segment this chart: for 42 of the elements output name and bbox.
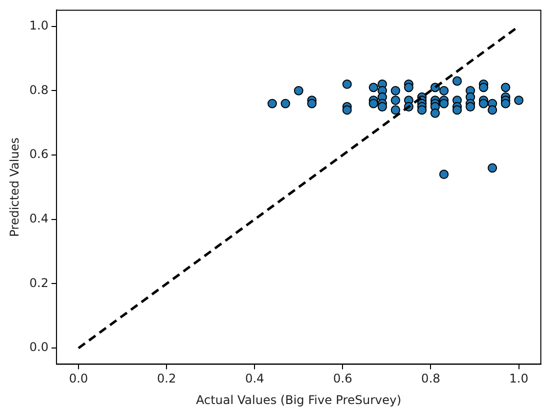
point [488, 105, 498, 115]
point [478, 82, 488, 92]
point [439, 170, 449, 180]
y-tick-label: 0.8 [29, 82, 48, 97]
y-tick-label: 1.0 [29, 18, 48, 32]
point [390, 96, 400, 106]
point [368, 98, 378, 108]
point [417, 105, 427, 115]
point [390, 105, 400, 115]
y-tick-label: 0.6 [29, 147, 48, 162]
point [452, 76, 462, 86]
y-tick-label: 0.2 [29, 276, 48, 290]
point [378, 102, 387, 112]
x-tick-label: 1.0 [509, 372, 528, 386]
point [500, 98, 510, 108]
point [514, 96, 524, 106]
point [294, 86, 304, 96]
point [478, 98, 488, 108]
point [500, 82, 510, 92]
point [307, 98, 317, 108]
point [342, 80, 352, 89]
point [268, 98, 277, 108]
x-axis-title: Actual Values (Big Five PreSurvey) [196, 392, 402, 407]
point [390, 86, 400, 96]
x-tick-label: 0.6 [333, 372, 352, 386]
point [342, 105, 352, 115]
point [439, 98, 449, 108]
point [280, 98, 290, 108]
x-tick-label: 0.8 [421, 372, 440, 386]
x-tick-label: 0.4 [245, 372, 264, 386]
point [439, 86, 449, 96]
x-tick-label: 0.2 [157, 372, 176, 386]
point [368, 82, 378, 92]
x-tick-label: 0.0 [68, 372, 88, 386]
y-tick-label: 0.0 [29, 340, 48, 354]
y-tick-label: 0.4 [29, 212, 48, 226]
point [404, 82, 414, 92]
y-axis-title: Predicted Values [7, 138, 22, 237]
point [430, 108, 440, 118]
point [488, 163, 498, 173]
point [466, 102, 476, 112]
point [452, 105, 462, 115]
